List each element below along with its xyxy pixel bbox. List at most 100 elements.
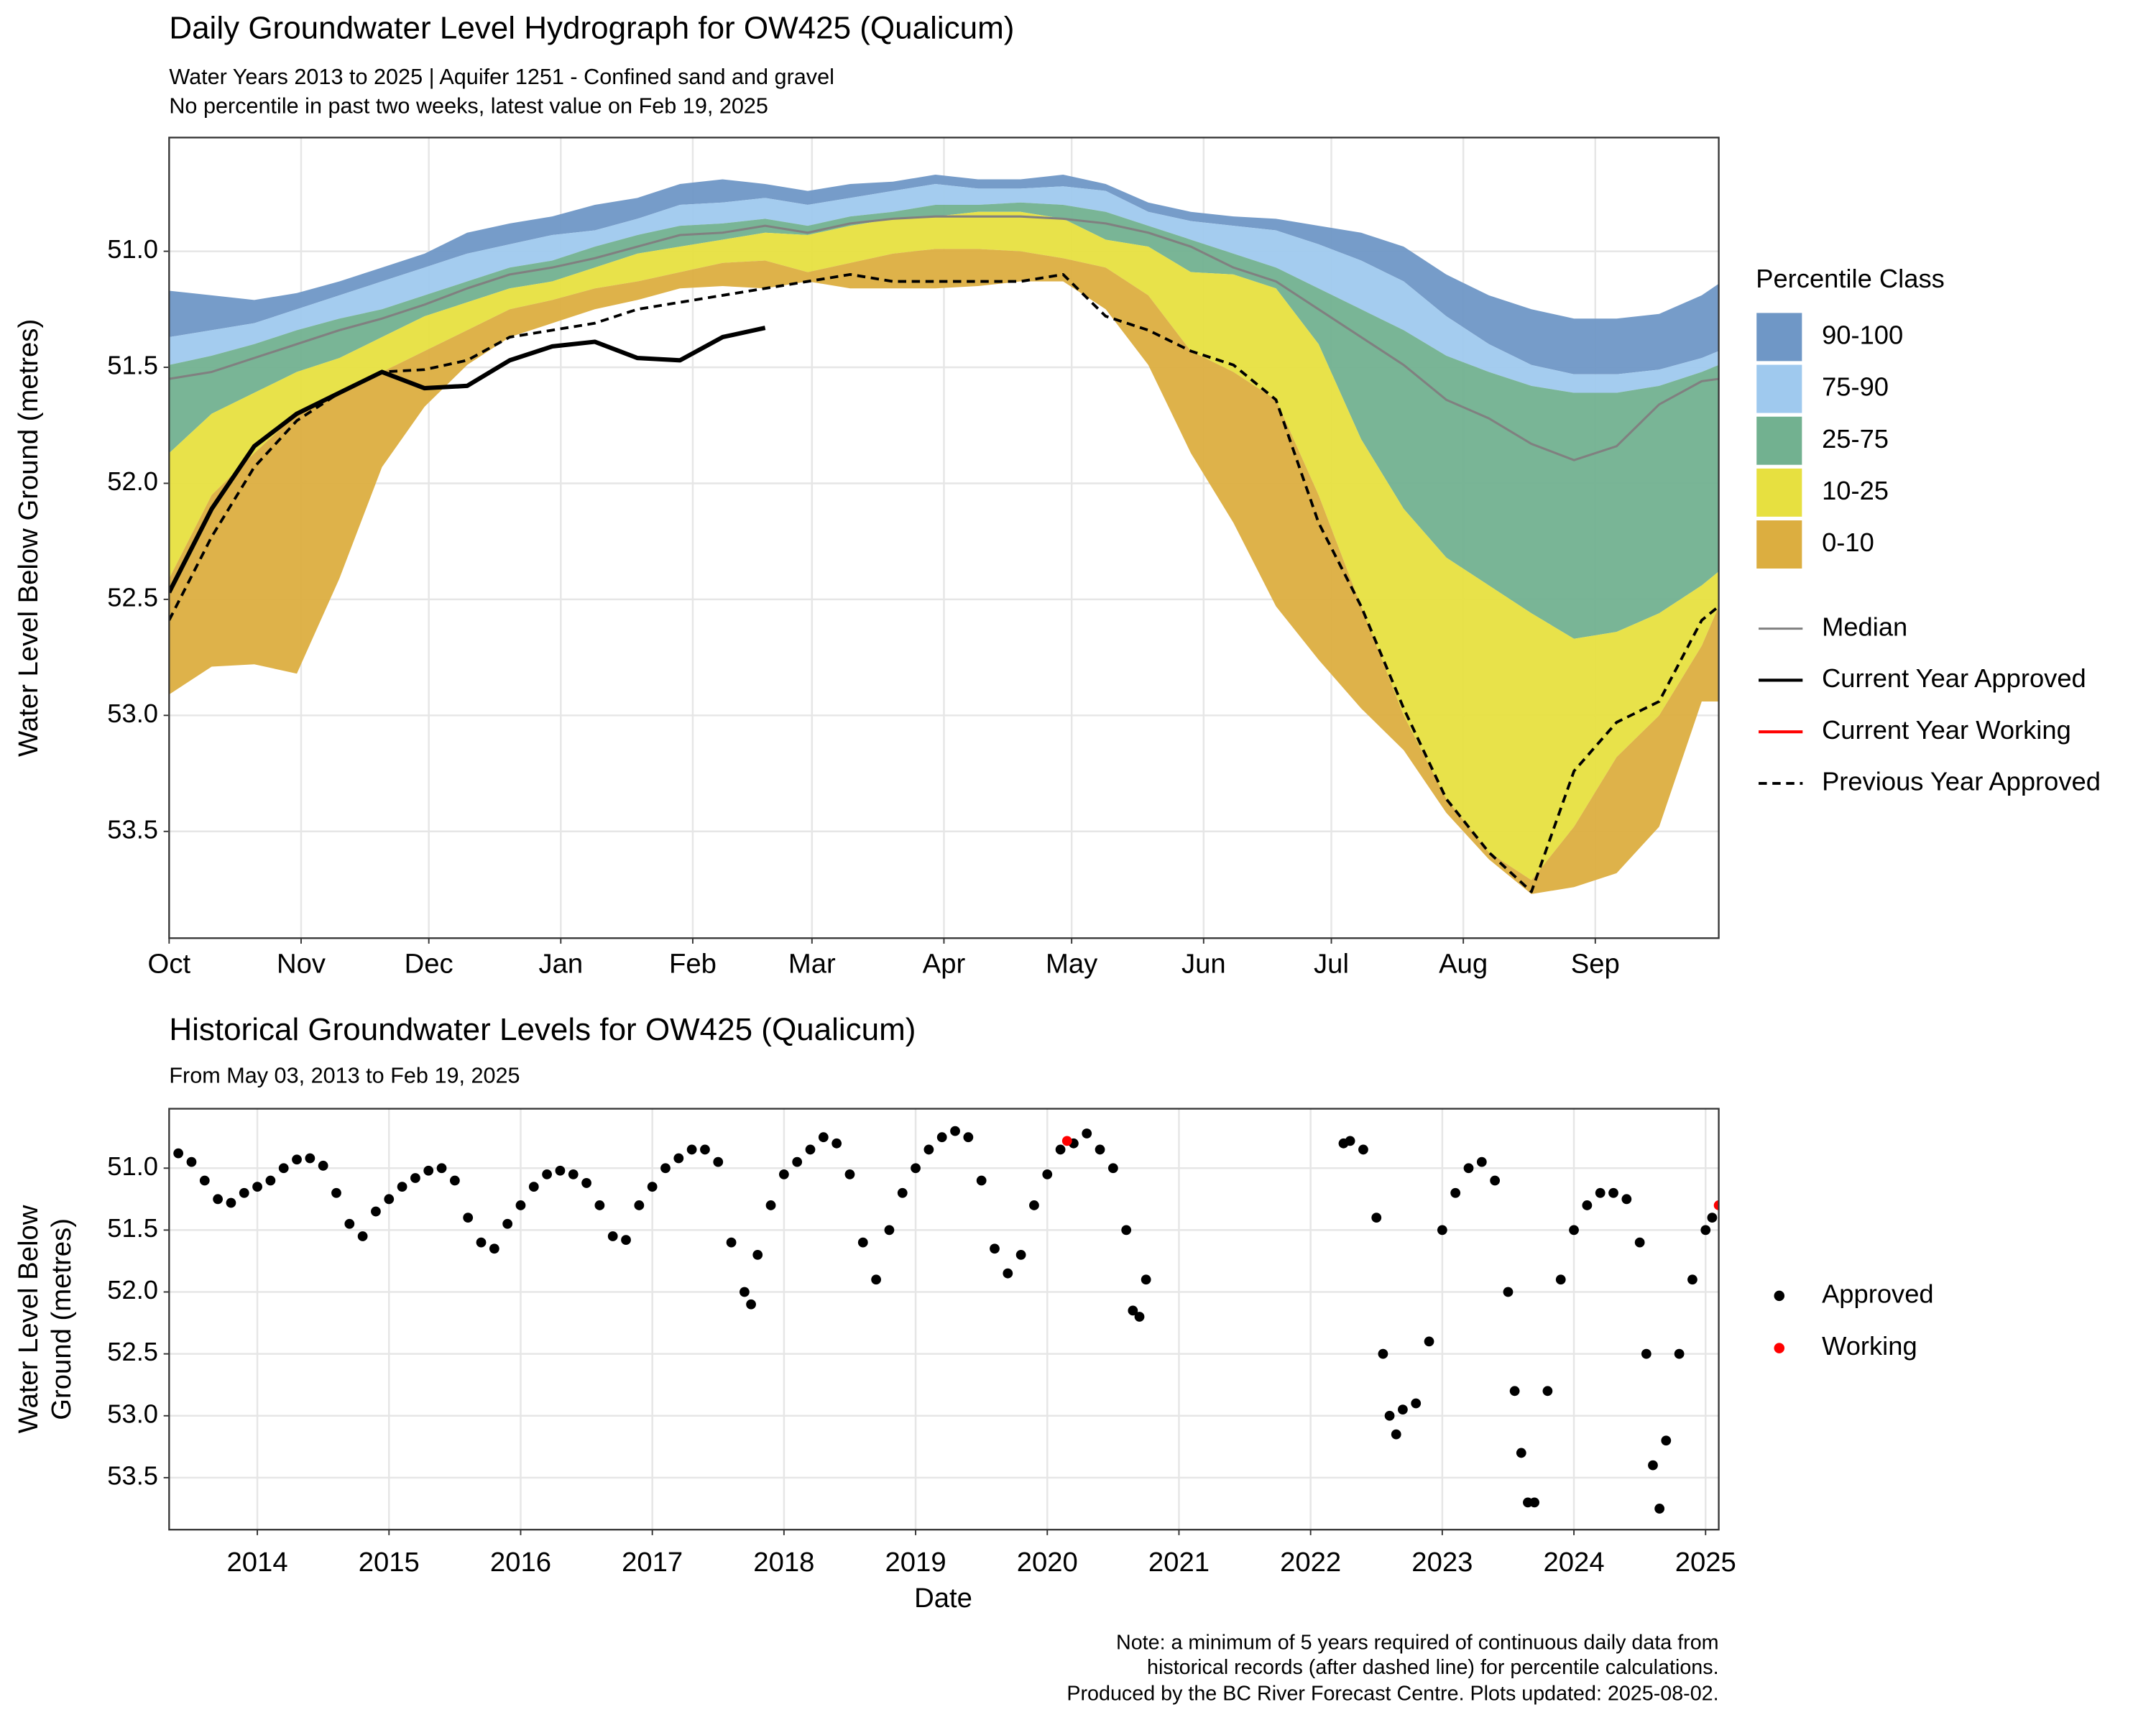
point <box>871 1274 881 1285</box>
point <box>1061 1136 1072 1146</box>
point <box>1654 1504 1665 1514</box>
point <box>1490 1175 1501 1186</box>
point <box>1529 1497 1539 1508</box>
point <box>1437 1225 1447 1236</box>
point <box>489 1243 499 1254</box>
point <box>318 1160 328 1171</box>
point <box>1128 1305 1138 1316</box>
x-tick-label: Jan <box>538 949 583 980</box>
legend-swatch <box>1755 311 1804 363</box>
x-tick-label: 2024 <box>1543 1547 1604 1578</box>
point <box>357 1231 368 1241</box>
point <box>1503 1287 1514 1297</box>
x-tick-label: Feb <box>669 949 717 980</box>
point <box>1095 1144 1105 1155</box>
point <box>700 1144 710 1155</box>
x-tick-label: Apr <box>923 949 966 980</box>
plot-area <box>169 175 1719 894</box>
point <box>542 1169 552 1179</box>
point <box>857 1237 868 1248</box>
point <box>1674 1348 1685 1359</box>
plot-area <box>173 1126 1719 1514</box>
point <box>897 1187 908 1198</box>
legend-swatch <box>1755 519 1804 570</box>
legend-label: 0-10 <box>1822 528 1874 557</box>
chart-subtitle: From May 03, 2013 to Feb 19, 2025 <box>169 1064 520 1088</box>
point <box>1358 1144 1368 1155</box>
point <box>528 1182 539 1192</box>
legend-label: Current Year Working <box>1822 715 2071 745</box>
point <box>1424 1336 1434 1347</box>
point <box>911 1163 921 1174</box>
point <box>740 1287 750 1297</box>
percentile-band <box>169 202 1719 639</box>
point <box>844 1169 855 1179</box>
x-tick-label: Aug <box>1439 949 1488 980</box>
plot-border <box>168 137 1720 939</box>
point <box>1595 1187 1606 1198</box>
line <box>169 272 1719 893</box>
point <box>1608 1187 1618 1198</box>
point <box>765 1200 776 1210</box>
point <box>1661 1435 1672 1446</box>
y-tick-label: 51.5 <box>107 1213 158 1243</box>
legend-dot <box>1774 1290 1785 1302</box>
point <box>410 1173 420 1183</box>
point <box>713 1156 724 1167</box>
x-tick-label: 2016 <box>490 1547 551 1578</box>
line <box>169 215 1719 461</box>
percentile-band <box>169 211 1719 880</box>
point <box>936 1132 947 1143</box>
x-tick-label: 2018 <box>753 1547 814 1578</box>
point <box>686 1144 697 1155</box>
point <box>673 1153 684 1164</box>
point <box>239 1187 249 1198</box>
y-tick-label: 53.5 <box>107 1460 158 1490</box>
point <box>423 1165 434 1176</box>
point <box>1055 1144 1066 1155</box>
point <box>1516 1448 1526 1458</box>
point <box>963 1132 974 1143</box>
point <box>1713 1200 1719 1210</box>
x-tick-label: Dec <box>405 949 453 980</box>
chart-title: Historical Groundwater Levels for OW425 … <box>169 1012 916 1047</box>
x-tick-label: Mar <box>788 949 836 980</box>
point <box>621 1235 631 1246</box>
point <box>1121 1225 1132 1236</box>
y-tick-label: 51.0 <box>107 1151 158 1181</box>
point <box>594 1200 605 1210</box>
point <box>186 1156 197 1167</box>
y-tick-label: 53.0 <box>107 1399 158 1428</box>
x-tick-label: 2025 <box>1675 1547 1736 1578</box>
point <box>647 1182 658 1192</box>
plot-border <box>168 1108 1720 1531</box>
percentile-band <box>169 175 1719 374</box>
point <box>1463 1163 1474 1174</box>
point <box>397 1182 407 1192</box>
legend-swatch <box>1755 363 1804 415</box>
y-tick-label: 53.0 <box>107 699 158 728</box>
plot-background <box>169 1108 1719 1530</box>
y-tick-label: 52.5 <box>107 582 158 612</box>
point <box>1569 1225 1579 1236</box>
legend-label: Median <box>1822 612 1907 641</box>
point <box>1107 1163 1118 1174</box>
point <box>568 1169 579 1179</box>
point <box>449 1175 460 1186</box>
point <box>634 1200 645 1210</box>
chart-title: Daily Groundwater Level Hydrograph for O… <box>169 11 1014 46</box>
line <box>169 326 766 594</box>
point <box>1542 1386 1553 1397</box>
y-tick-label: 53.5 <box>107 814 158 844</box>
legend-label: Current Year Approved <box>1822 663 2086 693</box>
point <box>1384 1410 1395 1421</box>
point <box>1687 1274 1697 1285</box>
chart-subtitle: No percentile in past two weeks, latest … <box>169 93 768 118</box>
point <box>1707 1213 1718 1223</box>
point <box>1003 1268 1013 1279</box>
point <box>1411 1398 1422 1409</box>
legend-swatch <box>1755 415 1804 466</box>
x-tick-label: 2021 <box>1148 1547 1210 1578</box>
point <box>607 1231 618 1241</box>
point <box>1509 1386 1520 1397</box>
